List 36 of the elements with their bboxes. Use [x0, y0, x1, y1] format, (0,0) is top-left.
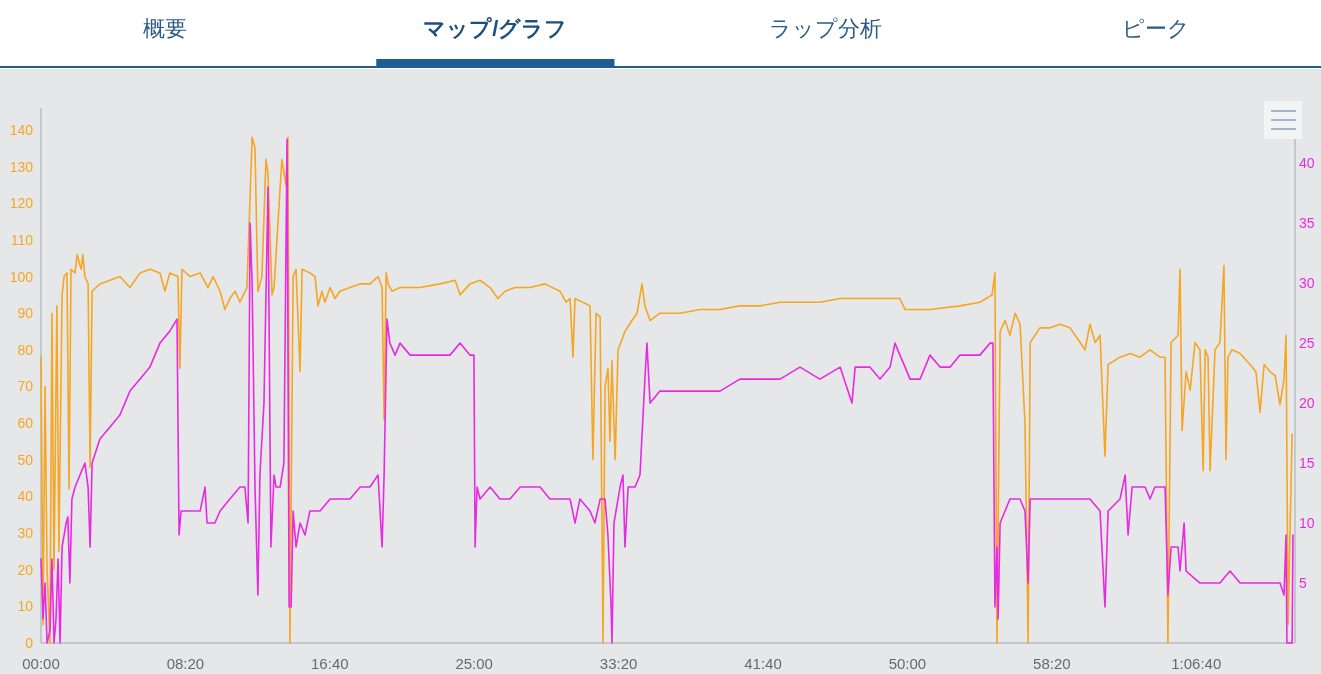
- y2-tick-label: 30: [1299, 275, 1315, 292]
- y2-tick-label: 25: [1299, 335, 1315, 352]
- y-tick-label: 0: [25, 635, 34, 651]
- y-tick-label: 40: [17, 488, 34, 505]
- text: 概要: [143, 16, 188, 41]
- x-tick-label: 00:00: [22, 655, 60, 672]
- text: マップ/グラフ: [423, 16, 568, 41]
- x-tick-label: 08:20: [166, 655, 205, 672]
- y-tick-label: 30: [17, 525, 34, 542]
- y2-tick-label: 5: [1299, 575, 1307, 592]
- y-tick-label: 50: [17, 451, 34, 468]
- y2-tick-label: 40: [1299, 155, 1315, 172]
- x-tick-label: 1:06:40: [1171, 655, 1222, 672]
- y2-tick-label: 10: [1299, 515, 1315, 532]
- x-tick-label: 41:40: [744, 655, 782, 672]
- y2-tick-label: 35: [1299, 215, 1315, 232]
- y-tick-label: 100: [9, 268, 34, 285]
- y-tick-label: 60: [17, 415, 34, 432]
- text: ピーク: [1121, 16, 1190, 41]
- x-tick-label: 58:20: [1033, 655, 1071, 672]
- y2-tick-label: 15: [1299, 455, 1315, 472]
- x-tick-label: 25:00: [455, 655, 493, 672]
- y-tick-label: 20: [17, 561, 34, 578]
- y2-tick-label: 20: [1299, 395, 1315, 412]
- x-tick-label: 50:00: [888, 655, 927, 672]
- x-tick-label: 33:20: [599, 655, 638, 672]
- y-tick-label: 120: [9, 195, 34, 212]
- y-tick-label: 80: [17, 341, 34, 358]
- y-tick-label: 110: [10, 231, 34, 248]
- text: ラップ分析: [769, 16, 883, 41]
- y-tick-label: 10: [17, 598, 34, 615]
- y-tick-label: 140: [9, 121, 34, 138]
- y-tick-label: 130: [9, 158, 34, 175]
- y-tick-label: 90: [17, 305, 34, 322]
- y-tick-label: 70: [17, 378, 34, 395]
- x-tick-label: 16:40: [311, 655, 349, 672]
